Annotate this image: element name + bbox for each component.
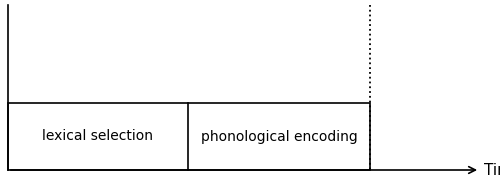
Text: Time (ms): Time (ms) — [484, 163, 500, 177]
Text: RT: RT — [360, 0, 380, 3]
Text: phonological encoding: phonological encoding — [200, 130, 358, 143]
Bar — [8, 103, 370, 170]
Text: lexical selection: lexical selection — [42, 130, 154, 143]
